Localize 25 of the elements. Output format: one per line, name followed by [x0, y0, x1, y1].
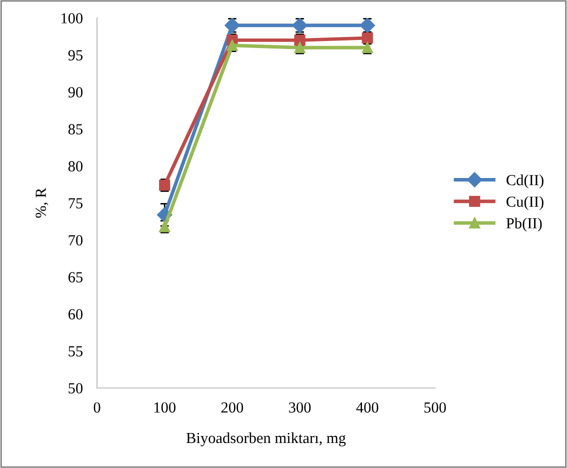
- x-axis-title: Biyoadsorben miktarı, mg: [186, 432, 346, 446]
- y-tick-label: 50: [68, 383, 83, 394]
- x-tick-label: 500: [424, 402, 446, 413]
- x-tick-label: 0: [94, 402, 100, 413]
- y-tick-label: 95: [68, 50, 83, 60]
- y-tick-label: 55: [68, 346, 83, 356]
- y-tick-label: 80: [68, 161, 83, 172]
- x-tick-label: 300: [289, 402, 311, 413]
- x-tick-label: 400: [356, 402, 378, 413]
- legend-label: Pb(II): [506, 218, 542, 232]
- y-tick-label: 70: [68, 235, 83, 246]
- x-tick-label: 200: [221, 402, 244, 413]
- y-tick-label: 85: [68, 124, 83, 134]
- y-tick-label: 90: [68, 87, 83, 98]
- y-tick-label: 75: [68, 198, 83, 208]
- legend-label: Cu(II): [506, 196, 544, 210]
- y-tick-label: 100: [62, 13, 83, 24]
- y-tick-label: 65: [68, 272, 83, 282]
- point: [362, 42, 373, 54]
- y-tick-label: 60: [68, 309, 83, 320]
- legend-label: Cd(II): [506, 174, 544, 188]
- x-tick-label: 100: [154, 402, 176, 413]
- y-axis-title: %, R: [36, 188, 48, 218]
- point: [360, 18, 375, 33]
- point: [294, 42, 306, 54]
